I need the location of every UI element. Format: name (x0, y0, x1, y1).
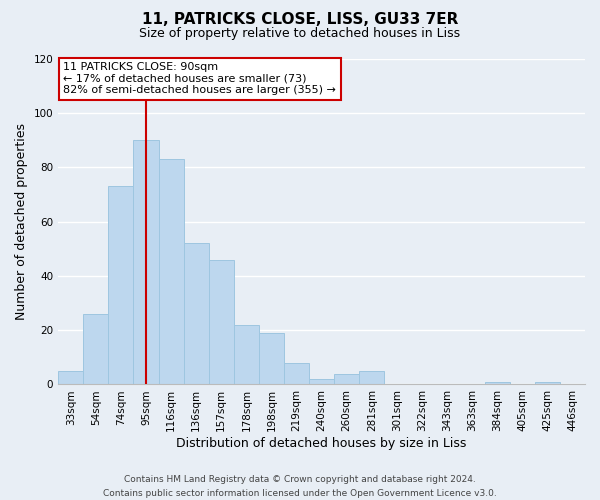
Bar (334, 374, 359, 384)
Bar (259, 333, 284, 384)
Bar (485, 382, 510, 384)
Bar (109, 186, 133, 384)
Bar (234, 325, 259, 384)
Text: Size of property relative to detached houses in Liss: Size of property relative to detached ho… (139, 28, 461, 40)
Bar (184, 244, 209, 384)
Text: Contains HM Land Registry data © Crown copyright and database right 2024.
Contai: Contains HM Land Registry data © Crown c… (103, 476, 497, 498)
Bar (133, 140, 158, 384)
X-axis label: Distribution of detached houses by size in Liss: Distribution of detached houses by size … (176, 437, 467, 450)
Bar (309, 379, 334, 384)
Bar (535, 382, 560, 384)
Bar (209, 260, 234, 384)
Text: 11, PATRICKS CLOSE, LISS, GU33 7ER: 11, PATRICKS CLOSE, LISS, GU33 7ER (142, 12, 458, 28)
Bar (284, 363, 309, 384)
Text: 11 PATRICKS CLOSE: 90sqm
← 17% of detached houses are smaller (73)
82% of semi-d: 11 PATRICKS CLOSE: 90sqm ← 17% of detach… (64, 62, 337, 96)
Bar (359, 371, 385, 384)
Bar (83, 314, 109, 384)
Y-axis label: Number of detached properties: Number of detached properties (15, 123, 28, 320)
Bar (158, 160, 184, 384)
Bar (58, 371, 83, 384)
